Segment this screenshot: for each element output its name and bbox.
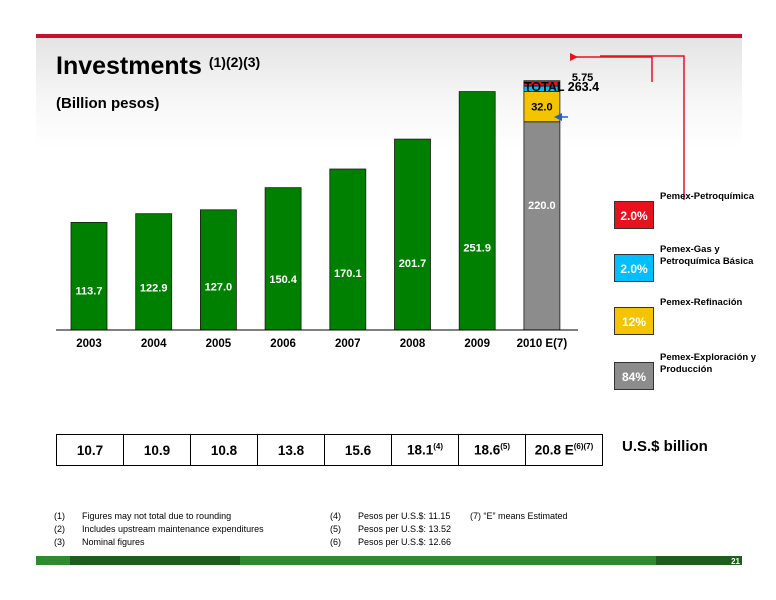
petroquimica-connector [600, 55, 685, 200]
bar-value-label-2005: 127.0 [205, 281, 233, 293]
footnote-row: (1) Figures may not total due to rounding [54, 510, 264, 523]
footnote-text: Includes upstream maintenance expenditur… [82, 524, 264, 534]
stack-segment-0 [523, 121, 561, 331]
top-red-band [36, 34, 742, 38]
bottom-bar-dark-segment-right [656, 556, 742, 565]
bar-2003 [70, 221, 108, 331]
legend-swatch: 2.0% [614, 254, 654, 282]
footnote-row: (5) Pesos per U.S.$: 13.52 [330, 523, 451, 536]
footnote-row: (6) Pesos per U.S.$: 12.66 [330, 536, 451, 549]
bar-value-label-2004: 122.9 [140, 283, 168, 295]
page-title: Investments (1)(2)(3) [56, 52, 260, 81]
footnotes-middle: (4) Pesos per U.S.$: 11.15 (5) Pesos per U.… [330, 510, 451, 549]
legend-swatch: 2.0% [614, 201, 654, 229]
usd-cell: 13.8 [257, 434, 325, 466]
footnotes-right: (7) “E” means Estimated [470, 510, 568, 523]
usd-unit-label: U.S.$ billion [622, 438, 708, 455]
footnote-number: (2) [54, 524, 65, 534]
legend-label: Pemex-Refinación [660, 297, 743, 308]
x-tick-2007: 2007 [335, 338, 361, 350]
footnote-row: (4) Pesos per U.S.$: 11.15 [330, 510, 451, 523]
legend-item: 2.0% Pemex-Gas y Petroquímica Básica [614, 244, 764, 284]
usd-cell: 15.6 [324, 434, 392, 466]
bar-value-label-2003: 113.7 [76, 285, 103, 297]
footnote-text: Pesos per U.S.$: 13.52 [358, 524, 452, 534]
usd-cell: 18.6(5) [458, 434, 526, 466]
legend-label: Pemex-Exploración y Producción [660, 352, 757, 375]
usd-cell: 20.8 E(6)(7) [525, 434, 603, 466]
legend-swatch: 12% [614, 307, 654, 335]
legend-swatch: 84% [614, 362, 654, 390]
legend-label: Pemex-Petroquímica [660, 191, 754, 202]
page-subtitle: (Billion pesos) [56, 95, 160, 112]
footnote-text: Figures may not total due to rounding [82, 511, 232, 521]
legend-item: 2.0% Pemex-Petroquímica [614, 191, 764, 231]
footnote-7: (7) “E” means Estimated [470, 511, 568, 521]
usd-cell-note: (4) [433, 442, 444, 452]
x-tick-2006: 2006 [270, 338, 296, 350]
footnote-number: (3) [54, 537, 65, 547]
usd-billion-table: 10.7 10.9 10.8 13.8 15.6 18.1(4) 18.6(5) 20.8 E… [56, 434, 603, 466]
total-label: TOTAL 263.4 [524, 80, 599, 94]
bar-value-label-2009: 251.9 [463, 242, 491, 254]
bottom-green-bar [36, 556, 742, 565]
usd-row: 10.7 10.9 10.8 13.8 15.6 18.1(4) 18.6(5) 20.8 E… [56, 434, 603, 466]
bar-2004 [135, 213, 173, 331]
stack-label-0: 220.0 [528, 200, 556, 212]
legend-label: Pemex-Gas y Petroquímica Básica [660, 244, 754, 267]
bar-2005 [199, 209, 237, 331]
footnote-row: (3) Nominal figures [54, 536, 264, 549]
bar-value-label-2006: 150.4 [269, 274, 297, 286]
title-text: Investments [56, 52, 202, 80]
x-tick-2010 E(7): 2010 E(7) [517, 338, 568, 350]
footnote-number: (4) [330, 511, 341, 521]
usd-cell: 18.1(4) [391, 434, 459, 466]
legend-item: 12% Pemex-Refinación [614, 297, 764, 337]
bar-2006 [264, 187, 302, 331]
footnotes-left: (1) Figures may not total due to rounding… [54, 510, 264, 549]
stack-label-2: 5.75 [572, 72, 593, 84]
investment-bar-chart: 113.7 122.9 127.0 150.4 170.1 201.7 251.9 220.0… [56, 53, 685, 350]
footnote-text: Nominal figures [82, 537, 145, 547]
bar-value-label-2008: 201.7 [399, 258, 427, 270]
usd-cell-note: (5) [500, 442, 511, 452]
page-number: 21 [731, 557, 740, 566]
bar-2008 [394, 138, 431, 331]
x-tick-2005: 2005 [206, 338, 232, 350]
stack-segment-3 [523, 80, 561, 87]
footnote-text: Pesos per U.S.$: 11.15 [358, 511, 451, 521]
footnote-text: Pesos per U.S.$: 12.66 [358, 537, 452, 547]
usd-cell: 10.9 [123, 434, 191, 466]
usd-cell: 10.7 [56, 434, 124, 466]
x-tick-2009: 2009 [464, 338, 490, 350]
bottom-bar-dark-segment-left [70, 556, 240, 565]
bar-2009 [458, 91, 496, 331]
title-footnote-refs: (1)(2)(3) [208, 54, 261, 70]
x-tick-2004: 2004 [141, 338, 167, 350]
usd-cell: 10.8 [190, 434, 258, 466]
x-tick-2003: 2003 [76, 338, 102, 350]
bars-layer: 113.7 122.9 127.0 150.4 170.1 201.7 251.9 220.0… [70, 72, 593, 331]
total-arrow [570, 53, 653, 82]
footnote-row: (2) Includes upstream maintenance expendi… [54, 523, 264, 536]
usd-cell-note: (6)(7) [573, 442, 594, 452]
footnote-number: (1) [54, 511, 65, 521]
stack-segment-1 [523, 91, 561, 123]
legend-item: 84% Pemex-Exploración y Producción [614, 352, 764, 392]
stack-label-1: 32.0 [531, 102, 552, 114]
x-tick-labels: 2003 2004 2005 2006 2007 2008 2009 2010 E(7) [76, 338, 567, 350]
bar-value-label-2007: 170.1 [334, 268, 362, 280]
bar-2007 [329, 168, 367, 331]
footnote-number: (6) [330, 537, 341, 547]
footnote-number: (5) [330, 524, 341, 534]
x-tick-2008: 2008 [400, 338, 426, 350]
